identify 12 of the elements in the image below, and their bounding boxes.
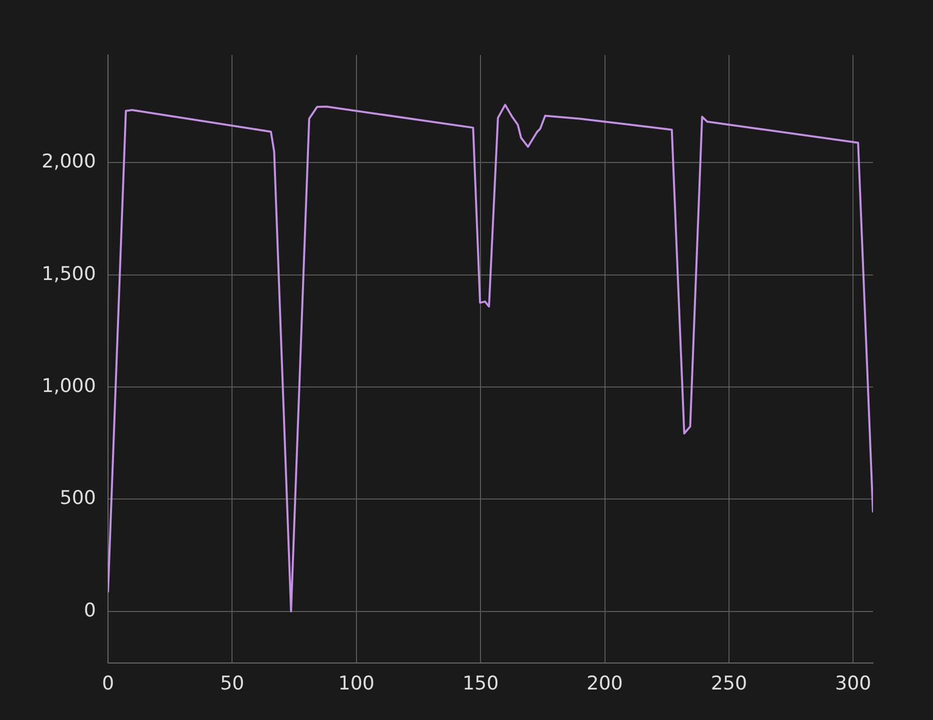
y-tick-label: 500 [60, 487, 96, 510]
x-tick-label: 200 [586, 672, 623, 694]
x-tick-label: 50 [220, 672, 244, 694]
x-tick-label: 300 [834, 672, 872, 694]
y-tick-label: 1,500 [42, 262, 96, 285]
y-tick-label: 2,000 [42, 150, 96, 173]
x-tick-label: 100 [338, 672, 375, 694]
x-tick-label: 0 [102, 672, 114, 694]
x-tick-label: 150 [462, 672, 499, 694]
y-tick-label: 0 [84, 599, 96, 622]
y-tick-label: 1,000 [42, 374, 96, 397]
x-tick-label: 250 [710, 672, 748, 694]
